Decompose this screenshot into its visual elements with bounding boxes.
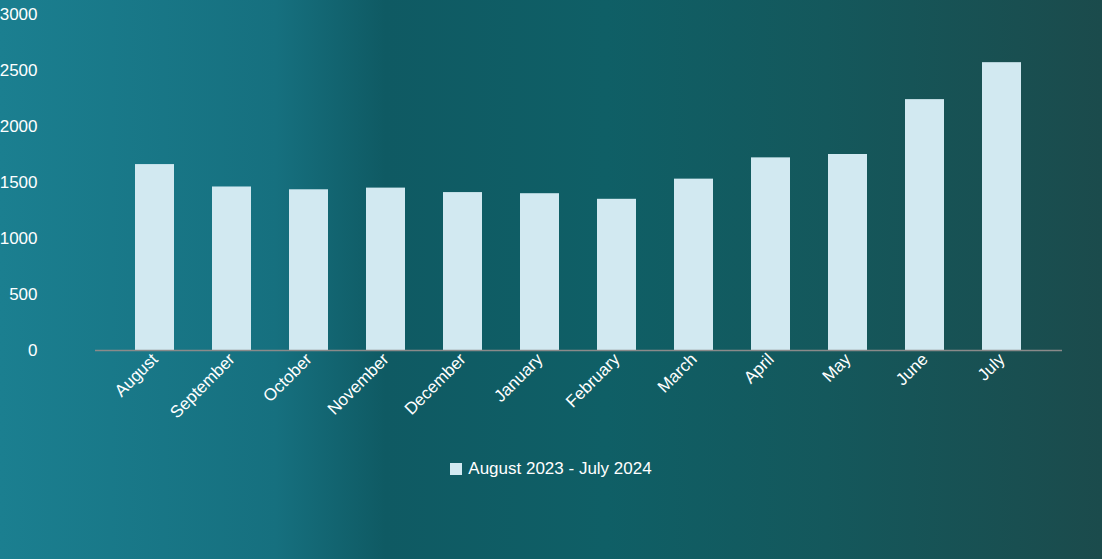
svg-text:February: February [562, 349, 624, 411]
svg-text:July: July [974, 349, 1009, 384]
html-text:August 2023 - July 2024: August 2023 - July 2024 [468, 459, 652, 478]
svg-text:0: 0 [28, 341, 37, 360]
svg-text:May: May [819, 349, 855, 385]
svg-text:September: September [166, 350, 238, 422]
svg-text:1500: 1500 [0, 173, 38, 192]
svg-text:November: November [324, 350, 393, 419]
svg-text:1000: 1000 [0, 229, 38, 248]
svg-text:June: June [892, 350, 932, 390]
svg-text:2000: 2000 [0, 117, 38, 136]
svg-text:January: January [490, 349, 547, 406]
svg-text:April: April [740, 350, 777, 387]
svg-text:500: 500 [9, 285, 37, 304]
svg-text:August: August [111, 350, 162, 401]
svg-text:2500: 2500 [0, 61, 38, 80]
svg-text:March: March [654, 350, 701, 397]
svg-text:October: October [259, 350, 315, 406]
svg-text:December: December [401, 350, 470, 419]
svg-text:3000: 3000 [0, 5, 38, 24]
